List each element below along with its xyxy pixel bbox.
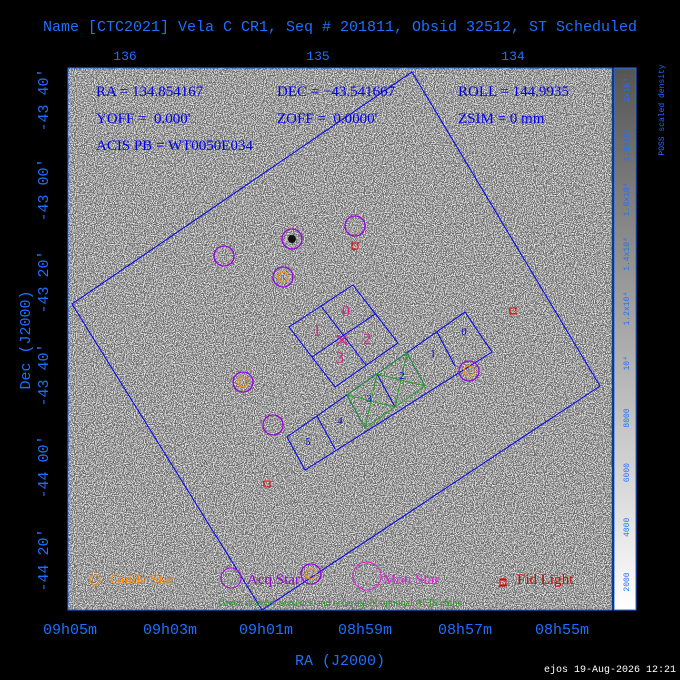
acis-i	[288, 284, 399, 388]
bottom-ticks: 09h05m 09h03m 09h01m 08h59m 08h57m 08h55…	[43, 622, 589, 639]
tick-label: -43 20'	[36, 250, 53, 313]
tick-label: 135	[306, 49, 329, 64]
legend: Guide Star Acq Star Mon Star Fid Light G…	[89, 561, 574, 609]
colorbar-tick-label: 1.2x10⁴	[623, 292, 632, 326]
tick-label: -44 00'	[36, 435, 53, 498]
legend-label: Acq Star	[247, 572, 300, 588]
info-text: ZSIM = 0 mm	[458, 111, 545, 127]
tick-label: -43 40'	[36, 68, 53, 131]
info-text: RA = 134.854167	[96, 84, 204, 100]
tick-label: 134	[501, 49, 525, 64]
tick-label: 09h03m	[143, 622, 197, 639]
tick-label: 09h01m	[239, 622, 293, 639]
optional-chips	[346, 352, 426, 429]
tick-label: 08h55m	[535, 622, 589, 639]
chip-label: 0	[342, 303, 350, 320]
chip-label: 3	[336, 350, 344, 367]
chip-label: 1	[430, 348, 436, 360]
colorbar-tick-label: 6000	[623, 463, 632, 482]
guide-stars	[237, 271, 475, 580]
info-text: YOFF = 0.000'	[96, 111, 191, 127]
colorbar-tick-label: 2x10⁴	[623, 78, 632, 102]
tick-label: -43 00'	[36, 158, 53, 221]
top-ticks: 136 135 134	[113, 49, 525, 64]
note: Green denotes presence and ordering of o…	[219, 598, 462, 609]
chip-label: 4	[337, 415, 343, 427]
y-axis-label: Dec (J2000)	[18, 290, 35, 389]
x-axis-label: RA (J2000)	[295, 653, 385, 670]
colorbar: POSS scaled density 2x10⁴ 1.8x10⁴ 1.6x10⁴ 1…	[613, 64, 667, 611]
title: Name [CTC2021] Vela C CR1, Seq # 201811,…	[43, 19, 637, 36]
chip-label: 3	[366, 393, 372, 405]
tick-label: 08h59m	[338, 622, 392, 639]
acq-stars	[213, 215, 480, 585]
left-ticks: -43 40' -43 00' -43 20' -43 40' -44 00' …	[36, 68, 53, 591]
chip-label: 2	[399, 370, 405, 382]
info-text: ROLL = 144.9935	[458, 84, 569, 100]
chip-label: 5	[305, 436, 311, 448]
chip-label: 1	[313, 323, 321, 340]
tick-label: -43 40'	[36, 343, 53, 406]
tick-label: 08h57m	[438, 622, 492, 639]
tick-label: 09h05m	[43, 622, 97, 639]
aimpoint	[336, 334, 348, 346]
legend-label: Mon Star	[383, 572, 439, 588]
info-text: DEC = −43.541667	[277, 84, 396, 100]
colorbar-tick-label: 1.4x10⁴	[623, 237, 632, 271]
bright-star	[288, 235, 296, 243]
legend-label: Guide Star	[110, 572, 175, 588]
colorbar-tick-label: 10⁴	[623, 356, 632, 370]
colorbar-label: POSS scaled density	[658, 64, 667, 155]
colorbar-tick-label: 2000	[623, 572, 632, 591]
info-text: ACIS PB = WT0050E034	[96, 138, 253, 154]
overlays	[71, 71, 601, 610]
tick-label: 136	[113, 49, 136, 64]
colorbar-tick-label: 1.8x10⁴	[623, 128, 632, 162]
field-boundary	[71, 71, 601, 610]
colorbar-tick-label: 4000	[623, 518, 632, 537]
footer: ejos 19-Aug-2026 12:21	[544, 664, 676, 676]
legend-label: Fid Light	[517, 572, 574, 588]
colorbar-tick-label: 8000	[623, 408, 632, 427]
chip-label: 2	[363, 331, 371, 348]
tick-label: -44 20'	[36, 528, 53, 591]
info-text: ZOFF = 0.0000'	[277, 111, 378, 127]
colorbar-tick-label: 1.6x10⁴	[623, 183, 632, 217]
chip-label: 0	[461, 326, 467, 338]
